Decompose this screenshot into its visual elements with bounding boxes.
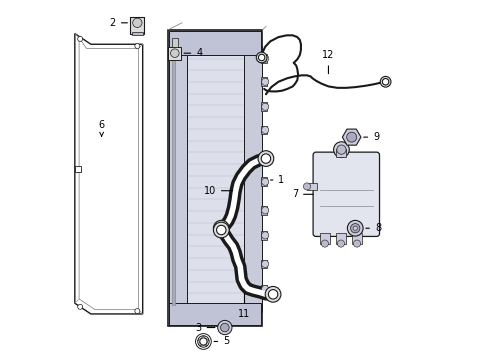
Bar [260, 126, 266, 134]
Bar [132, 32, 142, 35]
FancyBboxPatch shape [312, 152, 379, 237]
Polygon shape [75, 33, 142, 314]
Circle shape [346, 132, 356, 142]
Circle shape [337, 240, 344, 247]
Bar [351, 233, 361, 244]
Circle shape [256, 52, 266, 63]
Bar [260, 153, 266, 161]
Circle shape [132, 18, 142, 27]
Text: 12: 12 [322, 50, 334, 74]
Circle shape [264, 287, 281, 302]
Circle shape [217, 320, 231, 335]
Bar [336, 149, 346, 157]
Text: 11: 11 [238, 293, 250, 319]
Circle shape [258, 151, 273, 166]
Bar [172, 38, 177, 47]
Bar [130, 18, 144, 33]
Circle shape [220, 323, 229, 332]
Circle shape [268, 289, 277, 299]
Circle shape [261, 154, 270, 163]
Text: 2: 2 [109, 18, 127, 28]
Circle shape [258, 54, 264, 61]
Text: 10: 10 [203, 186, 232, 196]
Circle shape [135, 309, 140, 314]
Circle shape [336, 145, 346, 154]
Circle shape [352, 226, 357, 230]
Text: 3: 3 [195, 323, 215, 333]
Bar [319, 233, 329, 244]
Text: 6: 6 [99, 120, 104, 136]
Bar [260, 54, 266, 63]
Circle shape [261, 207, 268, 214]
Text: 1: 1 [270, 175, 284, 185]
Circle shape [213, 222, 229, 238]
Circle shape [350, 224, 359, 233]
Circle shape [261, 103, 268, 111]
Circle shape [170, 49, 179, 58]
Bar [335, 233, 345, 244]
Bar [168, 47, 181, 60]
Bar [169, 303, 260, 325]
Circle shape [333, 142, 348, 157]
Circle shape [321, 240, 328, 247]
Bar [260, 231, 266, 240]
Circle shape [346, 220, 363, 236]
Circle shape [261, 178, 268, 185]
Bar [260, 177, 266, 186]
Polygon shape [342, 129, 360, 145]
Bar [172, 55, 175, 305]
Text: 4: 4 [183, 48, 202, 58]
Bar [260, 260, 266, 268]
Circle shape [213, 220, 229, 236]
Circle shape [78, 304, 82, 309]
Circle shape [216, 224, 225, 233]
Text: 9: 9 [363, 132, 379, 142]
Circle shape [261, 153, 268, 160]
Circle shape [382, 78, 388, 85]
Bar [75, 166, 81, 172]
Circle shape [261, 55, 268, 62]
Bar [260, 103, 266, 111]
Bar [169, 46, 186, 312]
Circle shape [261, 232, 268, 239]
Circle shape [261, 260, 268, 267]
Bar [260, 285, 266, 293]
Circle shape [353, 240, 360, 247]
Bar [306, 183, 316, 190]
Circle shape [261, 285, 268, 293]
Bar [244, 46, 261, 312]
Circle shape [135, 44, 140, 49]
Circle shape [261, 126, 268, 134]
Circle shape [380, 76, 390, 87]
Bar [260, 206, 266, 215]
Text: 7: 7 [291, 189, 312, 199]
Bar [169, 31, 260, 55]
Text: 5: 5 [214, 337, 229, 346]
Circle shape [216, 225, 225, 235]
Circle shape [303, 183, 310, 190]
Bar [167, 30, 262, 327]
Circle shape [261, 78, 268, 85]
Bar [260, 77, 266, 86]
Text: 8: 8 [365, 223, 380, 233]
Circle shape [78, 36, 82, 41]
